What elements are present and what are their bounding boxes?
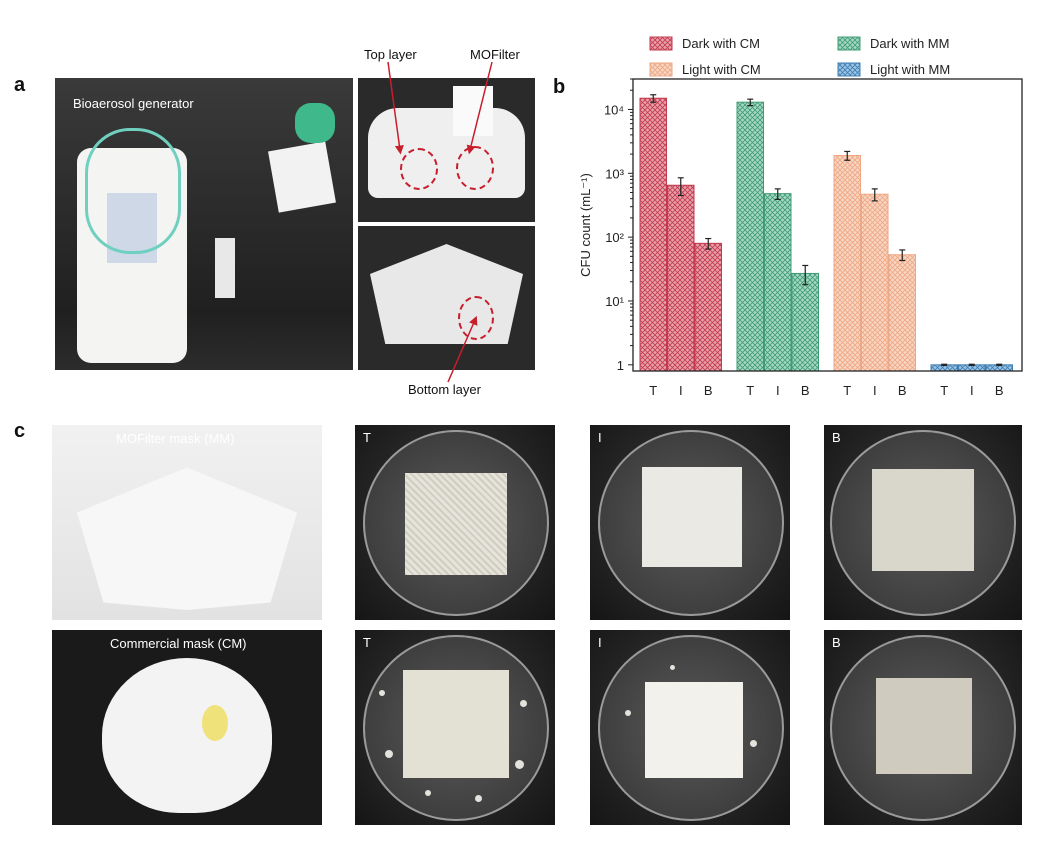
legend-label: Light with CM	[682, 62, 761, 77]
bar	[736, 101, 764, 372]
dish-label: B	[832, 430, 841, 445]
bottom-layer-label: Bottom layer	[408, 382, 481, 397]
panel-letter-c: c	[14, 420, 26, 442]
bioaerosol-generator-photo: Bioaerosol generator	[55, 78, 353, 370]
legend-label: Light with MM	[870, 62, 950, 77]
dish-photo-cm-t: T	[355, 630, 555, 825]
x-tick-label: B	[801, 383, 810, 398]
y-axis-label: CFU count (mL⁻¹)	[578, 173, 593, 277]
y-tick-label: 10²	[605, 230, 624, 245]
y-tick-label: 1	[617, 358, 624, 373]
legend-label: Dark with MM	[870, 36, 949, 51]
bar	[764, 193, 792, 372]
x-tick-label: T	[843, 383, 851, 398]
legend-label: Dark with CM	[682, 36, 760, 51]
panel-letter-a: a	[14, 74, 26, 96]
legend-swatch	[837, 36, 861, 51]
bottom-layer-photo	[358, 226, 535, 370]
top-layer-photo	[358, 78, 535, 222]
x-tick-label: I	[873, 383, 877, 398]
cm-mask-photo: Commercial mask (CM)	[52, 630, 322, 825]
top-layer-circle	[400, 148, 438, 190]
cm-inner-layer-sample	[645, 682, 743, 778]
x-tick-label: B	[995, 383, 1004, 398]
mm-mask-label: MOFilter mask (MM)	[116, 431, 235, 446]
y-tick-label: 10³	[605, 166, 624, 181]
cm-mask-label: Commercial mask (CM)	[110, 636, 247, 651]
mofilter-arrow	[466, 61, 493, 155]
x-tick-label: I	[679, 383, 683, 398]
dish-label: I	[598, 430, 602, 445]
x-tick-label: T	[940, 383, 948, 398]
nebulizer	[215, 238, 235, 298]
mm-inner-layer-sample	[642, 467, 742, 567]
mofilter-sheet	[453, 86, 493, 136]
x-tick-label: T	[649, 383, 657, 398]
tube	[85, 128, 181, 254]
legend-swatch	[649, 62, 673, 77]
bar	[888, 254, 916, 372]
dish-label: B	[832, 635, 841, 650]
mofilter-label: MOFilter	[470, 47, 520, 62]
cfu-bar-chart: Dark with CM Dark with MM Light with CM Lig…	[578, 36, 1023, 398]
legend-swatch	[837, 62, 861, 77]
gloved-hand	[295, 103, 335, 143]
bar	[694, 242, 722, 372]
valve	[202, 705, 228, 741]
bar	[861, 193, 889, 372]
x-tick-label: B	[898, 383, 907, 398]
dish-photo-mm-b: B	[824, 425, 1022, 620]
y-tick-label: 10¹	[605, 294, 624, 309]
bottom-layer-arrow	[447, 315, 478, 383]
bar	[639, 97, 667, 372]
mm-bottom-layer-sample	[872, 469, 974, 571]
dish-label: T	[363, 635, 371, 650]
dish-photo-cm-b: B	[824, 630, 1022, 825]
panel-letter-b: b	[553, 76, 566, 98]
dish-photo-cm-i: I	[590, 630, 790, 825]
plot-frame	[632, 78, 1023, 372]
cm-mask	[102, 658, 272, 813]
dish-label: I	[598, 635, 602, 650]
y-tick-label: 10⁴	[604, 102, 624, 117]
bottom-layer-circle	[458, 296, 494, 340]
cm-bottom-layer-sample	[876, 678, 972, 774]
generator-label: Bioaerosol generator	[73, 96, 194, 111]
dish-label: T	[363, 430, 371, 445]
bar	[791, 272, 819, 372]
x-tick-label: I	[776, 383, 780, 398]
mask-top-layer	[368, 108, 525, 198]
mm-top-layer-sample	[405, 473, 507, 575]
mm-mask	[77, 467, 297, 610]
x-tick-label: T	[746, 383, 754, 398]
mm-mask-photo: MOFilter mask (MM)	[52, 425, 322, 620]
bar	[667, 184, 695, 372]
dish-photo-mm-i: I	[590, 425, 790, 620]
x-tick-label: I	[970, 383, 974, 398]
top-layer-label: Top layer	[364, 47, 417, 62]
top-layer-arrow	[387, 61, 404, 155]
x-tick-label: B	[704, 383, 713, 398]
bar	[833, 155, 861, 372]
legend-swatch	[649, 36, 673, 51]
dish-photo-mm-t: T	[355, 425, 555, 620]
cm-top-layer-sample	[403, 670, 509, 778]
